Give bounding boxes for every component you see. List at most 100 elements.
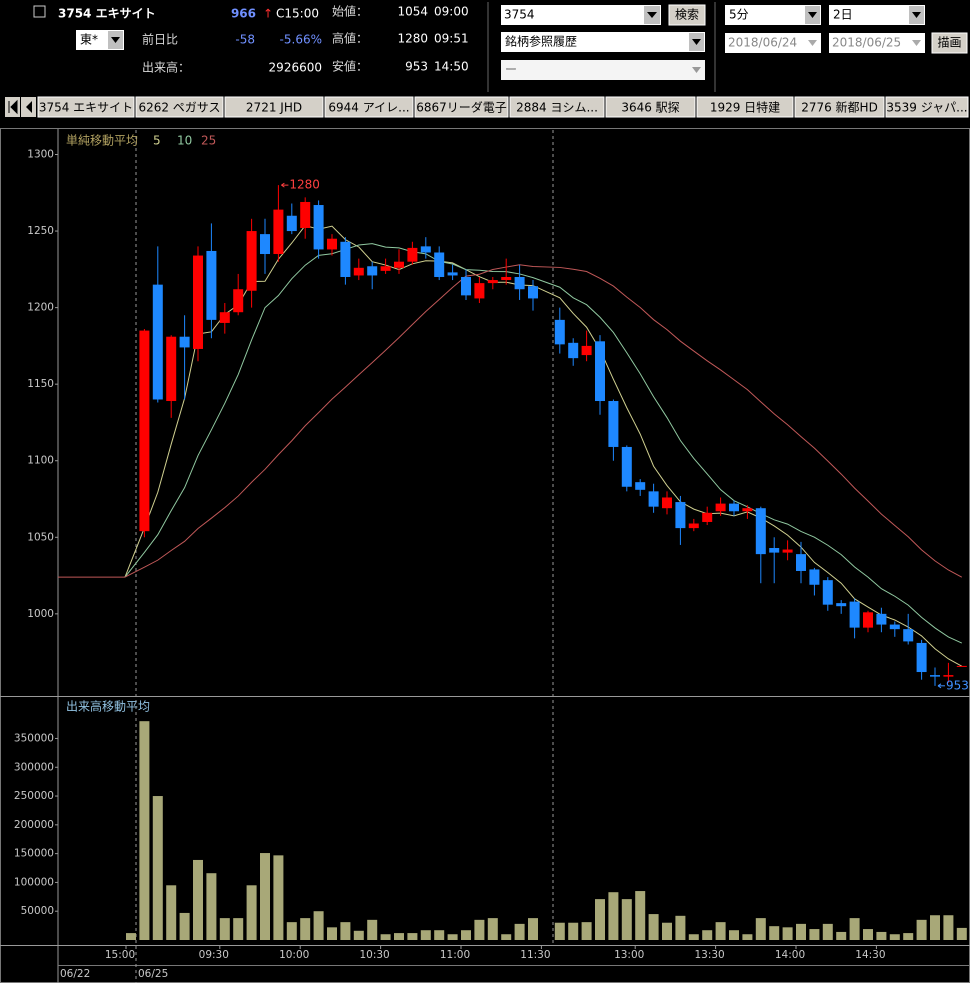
- tab[interactable]: [324, 96, 414, 118]
- x-tick-label: 14:30: [855, 949, 885, 961]
- volume-bar: [233, 918, 244, 940]
- volume-bar: [126, 933, 136, 940]
- volume-bar: [755, 918, 766, 940]
- ma-legend-period: 10: [177, 134, 192, 148]
- price-time: C15:00: [276, 7, 319, 21]
- tab[interactable]: [509, 96, 605, 118]
- tab[interactable]: [135, 96, 224, 118]
- candle-body: [662, 497, 672, 509]
- candle-body: [822, 580, 833, 605]
- tab[interactable]: [696, 96, 794, 118]
- volume-bar: [702, 930, 713, 940]
- volume: 2926600: [269, 61, 322, 75]
- volume-bar: [528, 918, 538, 940]
- candle-body: [755, 508, 766, 555]
- history-select[interactable]: [501, 32, 705, 52]
- volume-bar: [152, 796, 163, 940]
- from-date[interactable]: [725, 33, 821, 53]
- volume-bar: [876, 931, 887, 940]
- volume-bar: [836, 931, 847, 940]
- volume-bar: [179, 912, 190, 940]
- arrow-icon: [808, 40, 817, 46]
- volume-bar: [889, 934, 900, 940]
- arrow-icon: [111, 37, 120, 43]
- volume-bar: [729, 930, 739, 940]
- high-label: 高値：: [332, 31, 368, 46]
- high: 1280: [397, 32, 428, 46]
- to-date[interactable]: [829, 33, 925, 53]
- candle-body: [179, 336, 190, 348]
- volume-bar: [434, 930, 445, 940]
- x-tick-label: 13:30: [694, 949, 724, 961]
- volume-bar: [474, 919, 485, 940]
- candle-body: [327, 238, 337, 250]
- y-tick-label: 1300: [27, 148, 54, 160]
- candle-body: [367, 266, 378, 276]
- volume-bar: [809, 929, 820, 940]
- y-tick-label: 100000: [14, 876, 54, 888]
- candle-body: [956, 665, 967, 667]
- open: 1054: [397, 5, 428, 19]
- volume-bar: [554, 922, 565, 940]
- tab[interactable]: [37, 96, 135, 118]
- volume-bar: [206, 873, 217, 940]
- y-tick-label: 300000: [14, 761, 54, 773]
- moving-average: [124, 264, 963, 578]
- tab[interactable]: [414, 96, 509, 118]
- volume-bar: [380, 934, 391, 940]
- candle-body: [233, 289, 244, 313]
- days: 2日: [833, 8, 853, 22]
- draw-button[interactable]: [931, 32, 968, 54]
- arrow-icon: [8, 99, 18, 115]
- candle-body: [930, 675, 940, 677]
- volume-bar: [956, 927, 967, 940]
- date-label: 06/22: [60, 968, 90, 980]
- volume-bar: [273, 855, 284, 940]
- volume-bar: [407, 933, 418, 940]
- volume-bar: [327, 927, 337, 940]
- volume-bar: [675, 915, 686, 940]
- tab[interactable]: [885, 96, 969, 118]
- volume-bar: [715, 922, 726, 940]
- price: 966: [231, 7, 256, 21]
- history: 銘柄参照履歴: [505, 34, 577, 49]
- candle-body: [394, 261, 404, 268]
- candle-body: [166, 336, 177, 402]
- volume-bar: [595, 899, 605, 940]
- interval-select[interactable]: [725, 5, 821, 25]
- blank: ー: [505, 63, 517, 77]
- volume-bar: [394, 933, 404, 940]
- candle-body: [246, 231, 257, 291]
- y-tick-label: 200000: [14, 819, 54, 831]
- candle-body: [219, 312, 230, 323]
- icon[interactable]: [33, 5, 46, 18]
- candle-body: [193, 255, 203, 349]
- volume-bar: [769, 926, 780, 940]
- volume-bar: [742, 934, 753, 940]
- tab-label: 6867リーダ電子: [416, 100, 507, 115]
- annotation-arrowhead: [281, 182, 285, 188]
- candle-body: [501, 276, 512, 281]
- y-tick-label: 50000: [21, 905, 54, 917]
- candle-body: [568, 342, 579, 359]
- volume-bar: [796, 923, 806, 940]
- ma-legend-period: 5: [153, 134, 161, 148]
- open-label: 始値：: [332, 4, 368, 19]
- search: 検索: [675, 8, 699, 22]
- days-select[interactable]: [829, 5, 925, 25]
- blank-select[interactable]: [501, 60, 705, 80]
- volume-bar: [635, 891, 646, 940]
- volume-bar: [863, 929, 873, 940]
- tab[interactable]: [224, 96, 324, 118]
- x-tick-label: 11:30: [520, 949, 550, 961]
- tab[interactable]: [794, 96, 885, 118]
- volume-bar: [903, 933, 914, 940]
- code-input[interactable]: [501, 5, 661, 25]
- volume-label: 出来高：: [142, 60, 190, 75]
- tab[interactable]: [605, 96, 696, 118]
- search-button[interactable]: [668, 4, 706, 26]
- symbol-name: 3754 エキサイト: [58, 7, 156, 21]
- volume-bar: [662, 922, 672, 940]
- candle-body: [648, 491, 659, 507]
